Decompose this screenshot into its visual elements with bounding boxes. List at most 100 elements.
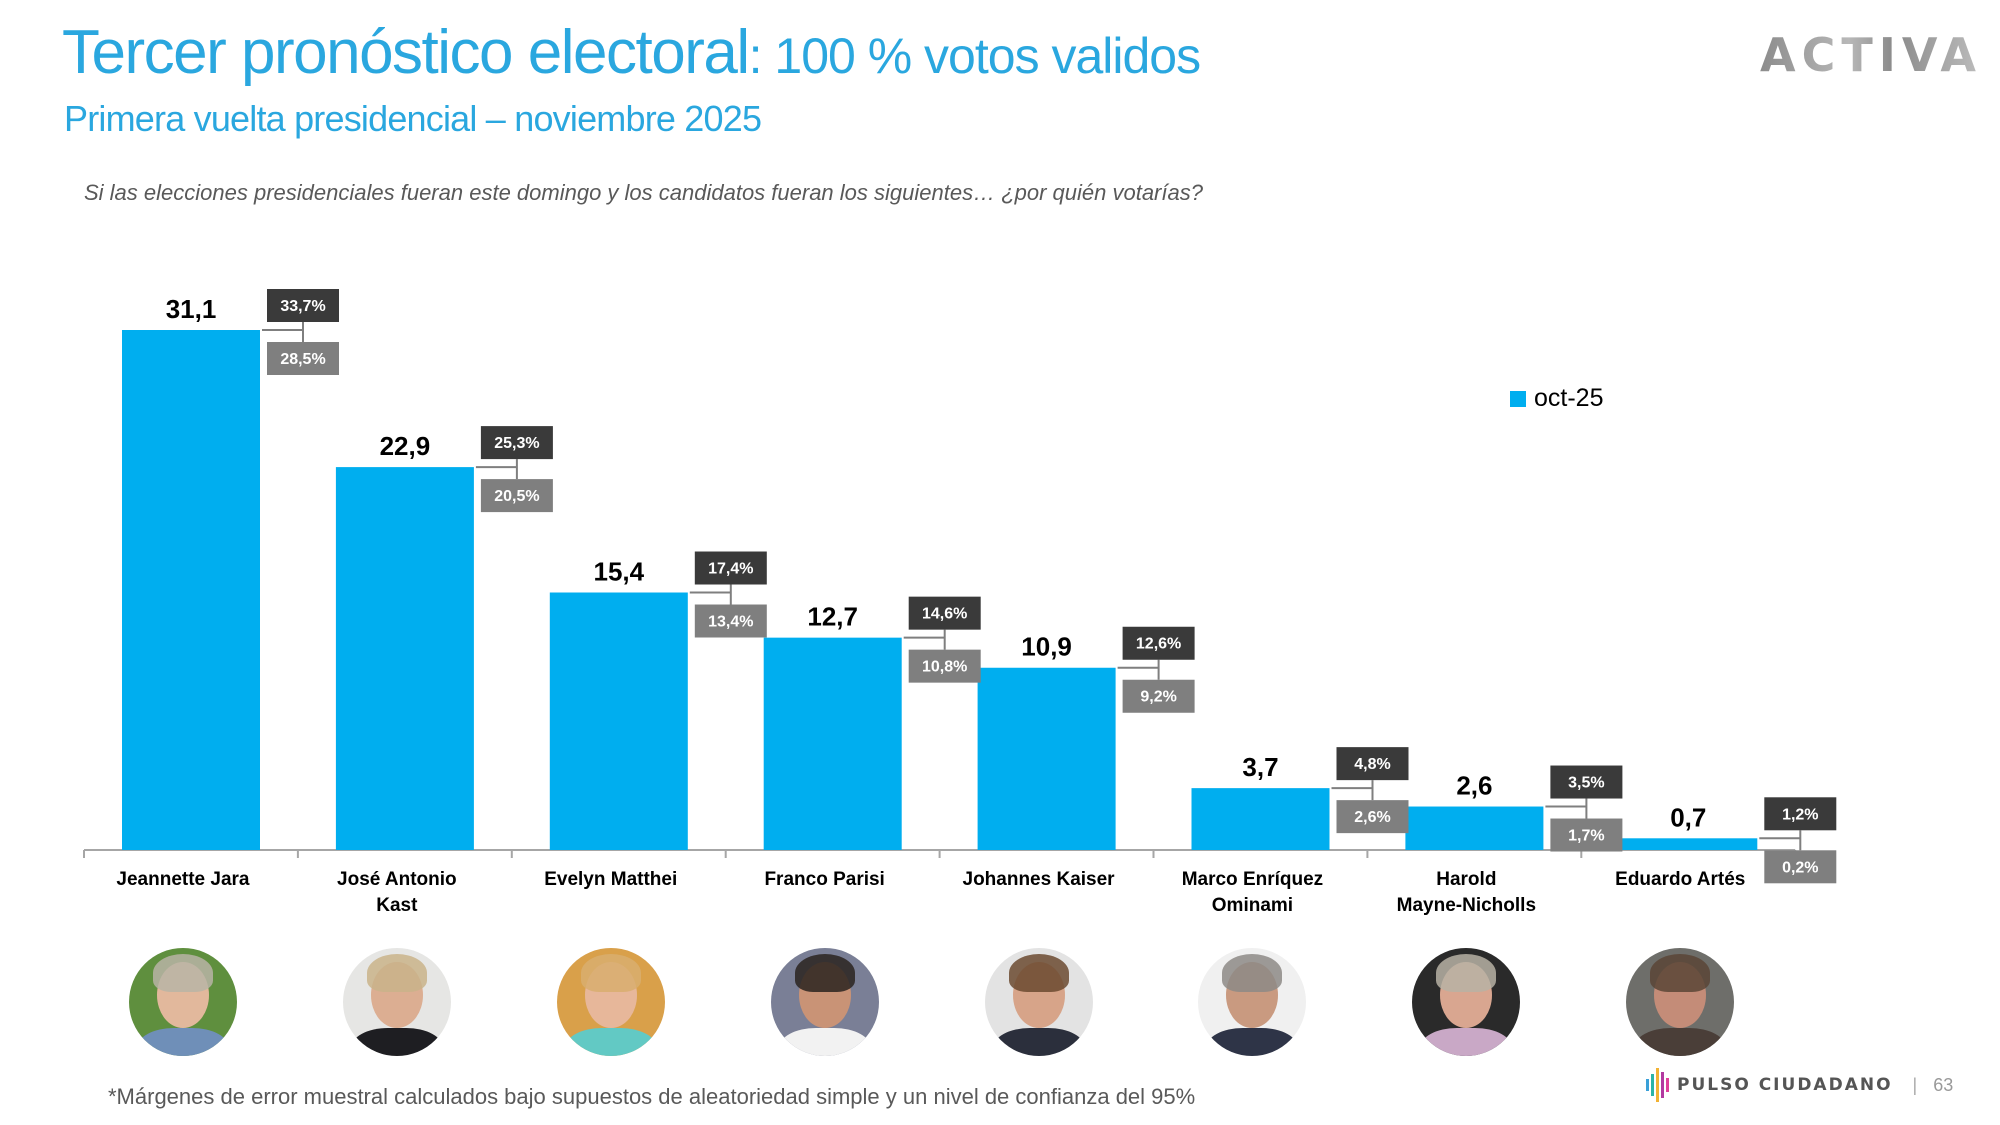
bar-6	[1191, 788, 1330, 850]
candidate-photo	[1412, 948, 1521, 1056]
legend-label-oct-25: oct-25	[1534, 384, 1603, 412]
brand-name: PULSO CIUDADANO	[1677, 1075, 1893, 1095]
error-upper-box	[267, 289, 339, 322]
bar-value-label: 12,7	[807, 602, 858, 632]
error-upper-label: 14,6%	[922, 606, 967, 623]
photo-hair	[1222, 954, 1283, 992]
pulso-logo-icon	[1646, 1067, 1669, 1103]
bar-value-label: 15,4	[593, 557, 644, 587]
candidate-photo	[342, 948, 451, 1056]
category-label: Ominami	[1212, 895, 1293, 916]
candidate-photo	[556, 948, 665, 1056]
error-upper-label: 3,5%	[1568, 775, 1604, 792]
error-upper-box	[908, 596, 981, 630]
error-lower-box	[1764, 850, 1837, 884]
candidate-photo	[770, 948, 879, 1056]
bars	[122, 330, 1758, 850]
error-lower-box	[267, 342, 339, 375]
error-lower-label: 2,6%	[1354, 809, 1390, 826]
page-subtitle: Primera vuelta presidencial – noviembre …	[64, 98, 762, 139]
error-upper-label: 33,7%	[280, 298, 325, 315]
bar-value-label: 10,9	[1021, 632, 1072, 662]
category-label: Harold	[1436, 869, 1496, 890]
photo-body	[1206, 1028, 1299, 1056]
candidate-photo	[1626, 948, 1735, 1056]
category-label: Eduardo Artés	[1615, 869, 1745, 890]
error-lower-label: 28,5%	[280, 351, 325, 368]
error-lower-box	[694, 604, 767, 638]
error-upper-box	[1764, 797, 1837, 831]
category-label: Johannes Kaiser	[963, 869, 1116, 890]
candidate-photo	[128, 948, 237, 1056]
error-upper-box	[480, 426, 553, 460]
photo-hair	[152, 954, 213, 992]
error-upper-box	[694, 551, 767, 585]
page-number: 63	[1933, 1074, 1954, 1095]
category-label: José Antonio	[337, 869, 457, 890]
category-label: Mayne-Nicholls	[1397, 895, 1536, 916]
category-label: Kast	[376, 895, 418, 916]
candidate-photo	[1198, 948, 1307, 1056]
error-lower-box	[480, 479, 553, 513]
error-lower-box	[1550, 818, 1623, 852]
bar-value-label: 31,1	[166, 294, 217, 324]
error-lower-label: 0,2%	[1782, 859, 1818, 876]
error-lower-label: 13,4%	[708, 614, 753, 631]
bar-value-label: 22,9	[380, 431, 431, 461]
photo-hair	[794, 954, 855, 992]
legend: oct-25	[1510, 384, 1603, 412]
bar-5	[977, 667, 1116, 850]
error-upper-label: 12,6%	[1136, 636, 1181, 653]
error-lower-box	[1336, 800, 1409, 834]
photo-hair	[1436, 954, 1497, 992]
error-upper-label: 25,3%	[494, 435, 539, 452]
error-upper-box	[1122, 626, 1195, 660]
photo-body	[136, 1028, 229, 1056]
photo-body	[778, 1028, 871, 1056]
error-lower-label: 9,2%	[1140, 689, 1176, 706]
error-upper-box	[1336, 747, 1409, 781]
bar-value-label: 2,6	[1456, 771, 1492, 801]
bar-7	[1405, 806, 1544, 850]
bar-value-label: 0,7	[1670, 802, 1706, 832]
bar-8	[1619, 838, 1758, 850]
bar-2	[335, 467, 474, 850]
category-label: Franco Parisi	[764, 869, 884, 890]
page-title: Tercer pronóstico electoral: 100 % votos…	[62, 22, 1201, 84]
error-margins: 33,7% 28,5% 25,3% 20,5% 17,4% 13,4% 14,6% 10,8%…	[262, 289, 1837, 884]
bar-value-label: 3,7	[1242, 752, 1278, 782]
activa-logo: ACTIVA	[1760, 28, 1982, 82]
legend-swatch-oct-25	[1510, 391, 1526, 407]
photo-body	[992, 1028, 1085, 1056]
error-upper-box	[1550, 765, 1623, 799]
photo-hair	[1008, 954, 1069, 992]
error-upper-label: 1,2%	[1782, 806, 1818, 823]
photo-body	[1420, 1028, 1513, 1056]
bar-3	[549, 592, 688, 850]
bar-1	[122, 330, 260, 850]
photo-body	[564, 1028, 657, 1056]
photo-body	[1634, 1028, 1727, 1056]
footnote: *Márgenes de error muestral calculados b…	[108, 1084, 1196, 1109]
footer-separator: |	[1912, 1074, 1918, 1095]
candidate-photo	[984, 948, 1093, 1056]
title-main: Tercer pronóstico electoral	[62, 18, 750, 87]
error-lower-box	[1122, 679, 1195, 713]
category-label: Jeannette Jara	[116, 869, 250, 890]
bar-4	[763, 637, 902, 850]
error-lower-label: 1,7%	[1568, 828, 1604, 845]
photo-hair	[580, 954, 641, 992]
pulso-ciudadano-brand: PULSO CIUDADANO | 63	[1646, 1067, 1953, 1103]
x-axis	[83, 849, 1797, 858]
photo-hair	[366, 954, 427, 992]
error-lower-box	[908, 649, 981, 683]
error-upper-label: 4,8%	[1354, 756, 1390, 773]
title-rest: : 100 % votos validos	[748, 28, 1201, 84]
error-lower-label: 10,8%	[922, 659, 967, 676]
survey-question: Si las elecciones presidenciales fueran …	[84, 180, 1203, 205]
error-upper-label: 17,4%	[708, 561, 753, 578]
category-label: Evelyn Matthei	[544, 869, 677, 890]
photo-body	[350, 1028, 443, 1056]
labels: 31,1 Jeannette Jara 22,9 José Antonio Kast 15…	[116, 294, 1745, 916]
